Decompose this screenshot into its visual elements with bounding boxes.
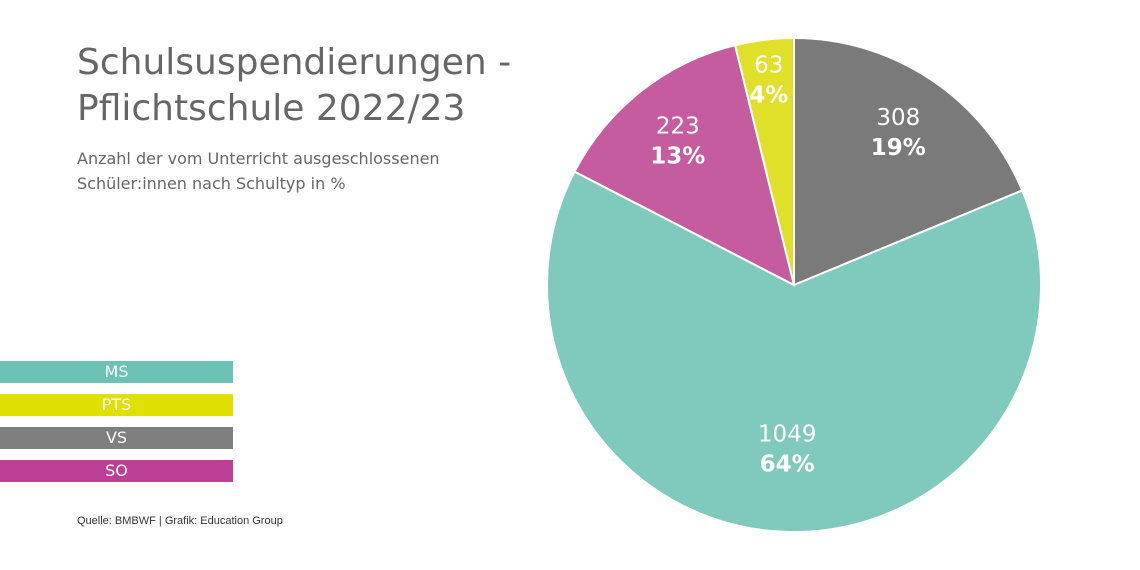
slice-count-label-so: 223 <box>656 114 700 140</box>
chart-title: Schulsuspendierungen - Pflichtschule 202… <box>77 40 537 132</box>
pie-slice-pts <box>733 36 795 286</box>
chart-subtitle-line-1: Anzahl der vom Unterricht ausgeschlossen… <box>77 149 440 168</box>
legend-item-ms: MS <box>0 361 233 383</box>
legend-item-pts: PTS <box>0 394 233 416</box>
slice-count-label-pts: 63 <box>754 53 783 79</box>
slice-count-label-ms: 1049 <box>758 421 817 447</box>
slice-percent-label-vs: 19% <box>871 135 926 161</box>
chart-legend: MS PTS VS SO <box>0 361 233 493</box>
chart-subtitle: Anzahl der vom Unterricht ausgeschlossen… <box>77 146 507 196</box>
source-note: Quelle: BMBWF | Grafik: Education Group <box>77 515 283 527</box>
legend-item-so: SO <box>0 460 233 482</box>
chart-subtitle-line-2: Schüler:innen nach Schultyp in % <box>77 174 346 193</box>
slice-percent-label-ms: 64% <box>760 451 815 477</box>
slice-percent-label-so: 13% <box>650 144 705 170</box>
chart-title-line-2: Pflichtschule 2022/23 <box>77 88 466 129</box>
pie-slice-so <box>573 43 796 287</box>
slice-percent-label-pts: 4% <box>749 83 788 109</box>
slice-count-label-vs: 308 <box>876 105 920 131</box>
pie-slice-ms <box>546 170 1042 533</box>
legend-item-vs: VS <box>0 427 233 449</box>
chart-title-line-1: Schulsuspendierungen - <box>77 42 512 83</box>
pie-slice-vs <box>793 36 1024 287</box>
